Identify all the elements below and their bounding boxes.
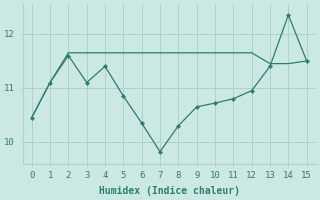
X-axis label: Humidex (Indice chaleur): Humidex (Indice chaleur) [99,186,240,196]
